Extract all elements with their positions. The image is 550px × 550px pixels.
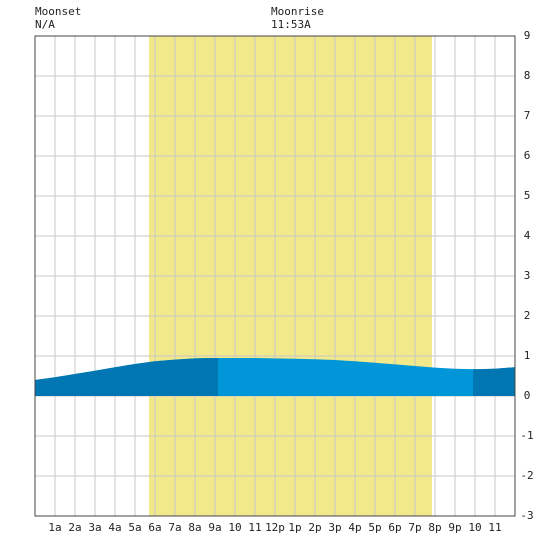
x-tick-label: 8a	[188, 521, 201, 534]
x-tick-label: 11	[248, 521, 261, 534]
plot-border	[34, 35, 516, 517]
y-tick-label: 1	[524, 349, 531, 362]
y-tick-label: 4	[524, 229, 531, 242]
y-tick-label: 9	[524, 29, 531, 42]
x-tick-label: 5p	[368, 521, 381, 534]
x-tick-label: 10	[468, 521, 481, 534]
x-tick-label: 5a	[128, 521, 141, 534]
y-tick-label: 7	[524, 109, 531, 122]
moonset-time: N/A	[35, 18, 55, 31]
moonrise-time: 11:53A	[271, 18, 311, 31]
x-tick-label: 9a	[208, 521, 221, 534]
y-tick-label: 8	[524, 69, 531, 82]
y-tick-label: 2	[524, 309, 531, 322]
x-tick-label: 10	[228, 521, 241, 534]
x-tick-label: 6a	[148, 521, 161, 534]
x-tick-label: 12p	[265, 521, 285, 534]
x-tick-label: 8p	[428, 521, 441, 534]
x-tick-label: 1a	[48, 521, 61, 534]
x-tick-label: 3p	[328, 521, 341, 534]
x-tick-label: 7p	[408, 521, 421, 534]
y-tick-label: 3	[524, 269, 531, 282]
y-tick-label: 5	[524, 189, 531, 202]
y-tick-label: -1	[520, 429, 533, 442]
x-tick-label: 2a	[68, 521, 81, 534]
x-tick-label: 9p	[448, 521, 461, 534]
y-tick-label: -2	[520, 469, 533, 482]
moonrise-label: Moonrise	[271, 5, 324, 18]
y-tick-label: -3	[520, 509, 533, 522]
x-tick-label: 1p	[288, 521, 301, 534]
y-tick-label: 0	[524, 389, 531, 402]
x-tick-label: 3a	[88, 521, 101, 534]
x-tick-label: 6p	[388, 521, 401, 534]
x-tick-label: 7a	[168, 521, 181, 534]
x-tick-label: 2p	[308, 521, 321, 534]
y-tick-label: 6	[524, 149, 531, 162]
x-tick-label: 4p	[348, 521, 361, 534]
x-tick-label: 11	[488, 521, 501, 534]
moonset-label: Moonset	[35, 5, 81, 18]
x-tick-label: 4a	[108, 521, 121, 534]
